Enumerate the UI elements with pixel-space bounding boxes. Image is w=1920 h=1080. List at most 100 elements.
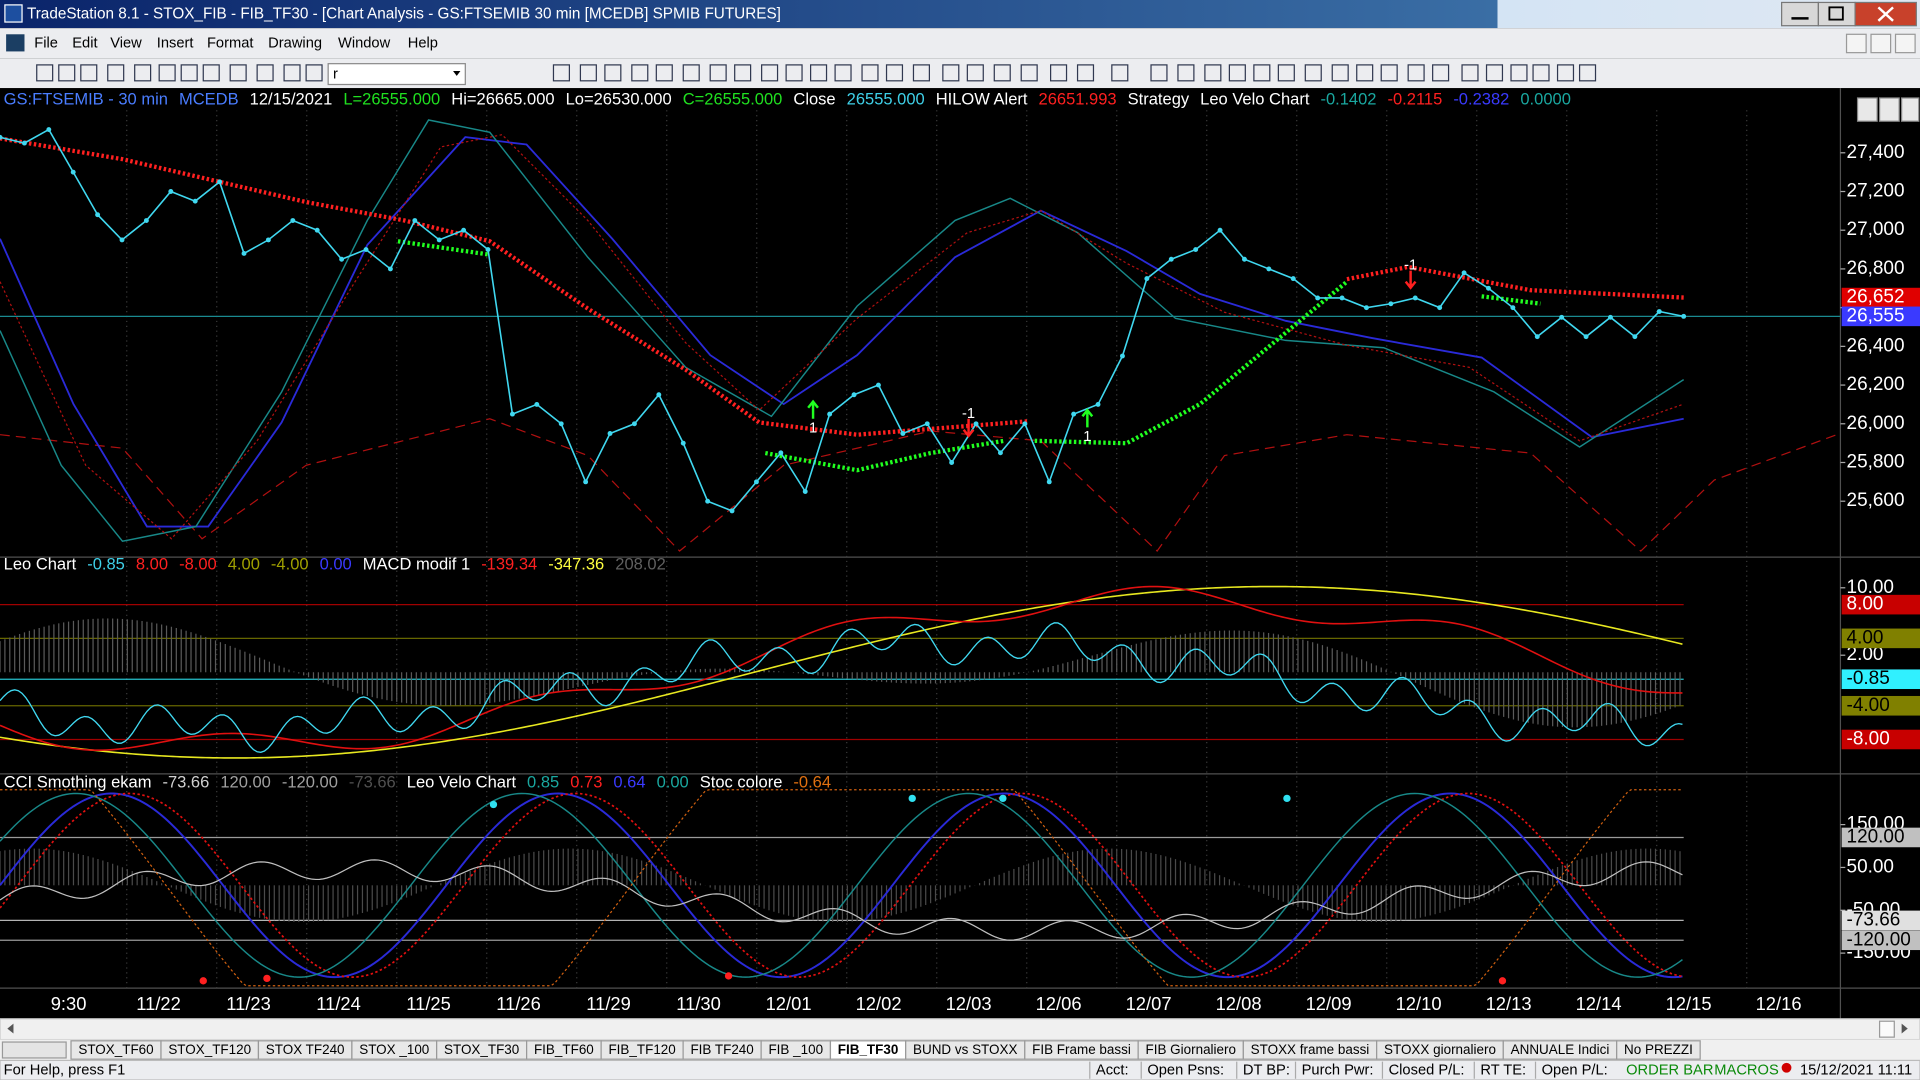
mdi-minimize[interactable] (1845, 33, 1867, 54)
tool-button[interactable] (912, 64, 930, 82)
price-point (1559, 314, 1565, 320)
level-marker (1841, 910, 1920, 931)
chart-restore[interactable] (1878, 97, 1900, 122)
tool-button[interactable] (134, 64, 152, 82)
tool-button[interactable] (80, 64, 98, 82)
restore-button[interactable] (1817, 1, 1856, 27)
tool-button[interactable] (1204, 64, 1222, 82)
tool-button[interactable] (966, 64, 984, 82)
tool-button[interactable] (1510, 64, 1528, 82)
tool-button[interactable] (810, 64, 828, 82)
header-item: 0.00 (320, 555, 352, 574)
level-marker (1841, 669, 1920, 690)
tool-button[interactable] (1556, 64, 1575, 82)
tool-button[interactable] (993, 64, 1011, 82)
menu-item[interactable]: Insert (157, 35, 194, 51)
order-bar[interactable]: ORDER BAR (1626, 1063, 1713, 1079)
tool-button[interactable] (1461, 64, 1479, 82)
tool-button[interactable] (631, 64, 649, 82)
menu-item[interactable]: Format (207, 35, 254, 51)
tool-button[interactable] (283, 64, 301, 82)
menu-item[interactable]: Edit (72, 35, 97, 51)
mdi-close[interactable] (1894, 33, 1916, 54)
tool-button[interactable] (834, 64, 852, 82)
tool-button[interactable] (604, 64, 622, 82)
tool-button[interactable] (1111, 64, 1129, 82)
tool-button[interactable] (709, 64, 727, 82)
window-controls[interactable] (1781, 1, 1917, 27)
tool-button[interactable] (1407, 64, 1425, 82)
tool-button[interactable] (256, 64, 274, 82)
tool-button[interactable] (885, 64, 904, 82)
scroll-thumb[interactable] (1878, 1020, 1895, 1038)
tool-button[interactable] (655, 64, 673, 82)
tool-button[interactable] (1578, 64, 1597, 82)
header-item: 120.00 (220, 773, 271, 792)
price-point (265, 237, 271, 243)
tool-button[interactable] (1485, 64, 1504, 82)
tool-button[interactable] (942, 64, 960, 82)
tool-button[interactable] (107, 64, 125, 82)
menu-item[interactable]: Window (338, 35, 391, 51)
tool-button[interactable] (1050, 64, 1068, 82)
price-point (997, 450, 1003, 456)
tool-button[interactable] (1253, 64, 1271, 82)
tool-button[interactable] (682, 64, 700, 82)
chart-close[interactable] (1901, 97, 1920, 122)
price-point (1632, 334, 1638, 340)
tool-button[interactable] (1177, 64, 1195, 82)
x-tick-label: 12/15 (1666, 993, 1712, 1014)
chart-minimize[interactable] (1856, 97, 1878, 122)
level-marker-label: -4.00 (1847, 695, 1890, 716)
macros[interactable]: MACROS (1714, 1063, 1779, 1079)
price-point (119, 237, 125, 243)
scroll-right[interactable] (1901, 1023, 1908, 1034)
tool-button[interactable] (552, 64, 570, 82)
tool-button[interactable] (1228, 64, 1246, 82)
price-point (778, 450, 784, 456)
tool-button[interactable] (1331, 64, 1349, 82)
tool-button[interactable] (761, 64, 779, 82)
menu-item[interactable]: View (110, 35, 142, 51)
status-field: RT TE: (1480, 1063, 1526, 1079)
tool-button[interactable] (36, 64, 54, 82)
tool-button[interactable] (1150, 64, 1168, 82)
scroll-left[interactable] (7, 1023, 14, 1034)
tool-button[interactable] (58, 64, 76, 82)
tool-button[interactable] (202, 64, 220, 82)
header-item: -0.2382 (1453, 90, 1509, 109)
tool-button[interactable] (229, 64, 247, 82)
tool-button[interactable] (734, 64, 752, 82)
minimize-button[interactable] (1781, 1, 1819, 27)
tab-nav[interactable] (1, 1041, 67, 1059)
tool-button[interactable] (1356, 64, 1374, 82)
tool-button[interactable] (579, 64, 597, 82)
red-ma (0, 136, 1029, 437)
tool-button[interactable] (1380, 64, 1398, 82)
tool-button[interactable] (1532, 64, 1550, 82)
tool-button[interactable] (1277, 64, 1295, 82)
tab-label: FIB TF240 (690, 1042, 753, 1057)
stoch-dot (724, 972, 733, 980)
tool-button[interactable] (785, 64, 803, 82)
price-point (534, 401, 540, 407)
status-field: DT BP: (1243, 1063, 1290, 1079)
tool-button[interactable] (1020, 64, 1038, 82)
tool-button[interactable] (1076, 64, 1095, 82)
tool-button[interactable] (1432, 64, 1450, 82)
price-point (875, 382, 881, 388)
menu-item[interactable]: Help (408, 35, 438, 51)
doc-icon (6, 34, 25, 52)
symbol-box[interactable] (327, 63, 466, 86)
mdi-restore[interactable] (1870, 33, 1892, 54)
menu-item[interactable]: Drawing (268, 35, 322, 51)
tool-button[interactable] (861, 64, 879, 82)
tool-button[interactable] (1304, 64, 1322, 82)
price-point (1339, 295, 1345, 301)
tool-button[interactable] (180, 64, 198, 82)
h-scrollbar[interactable] (0, 1018, 1920, 1041)
tab[interactable] (1616, 1040, 1701, 1060)
tool-button[interactable] (305, 64, 323, 82)
menu-item[interactable]: File (34, 35, 58, 51)
tool-button[interactable] (158, 64, 176, 82)
